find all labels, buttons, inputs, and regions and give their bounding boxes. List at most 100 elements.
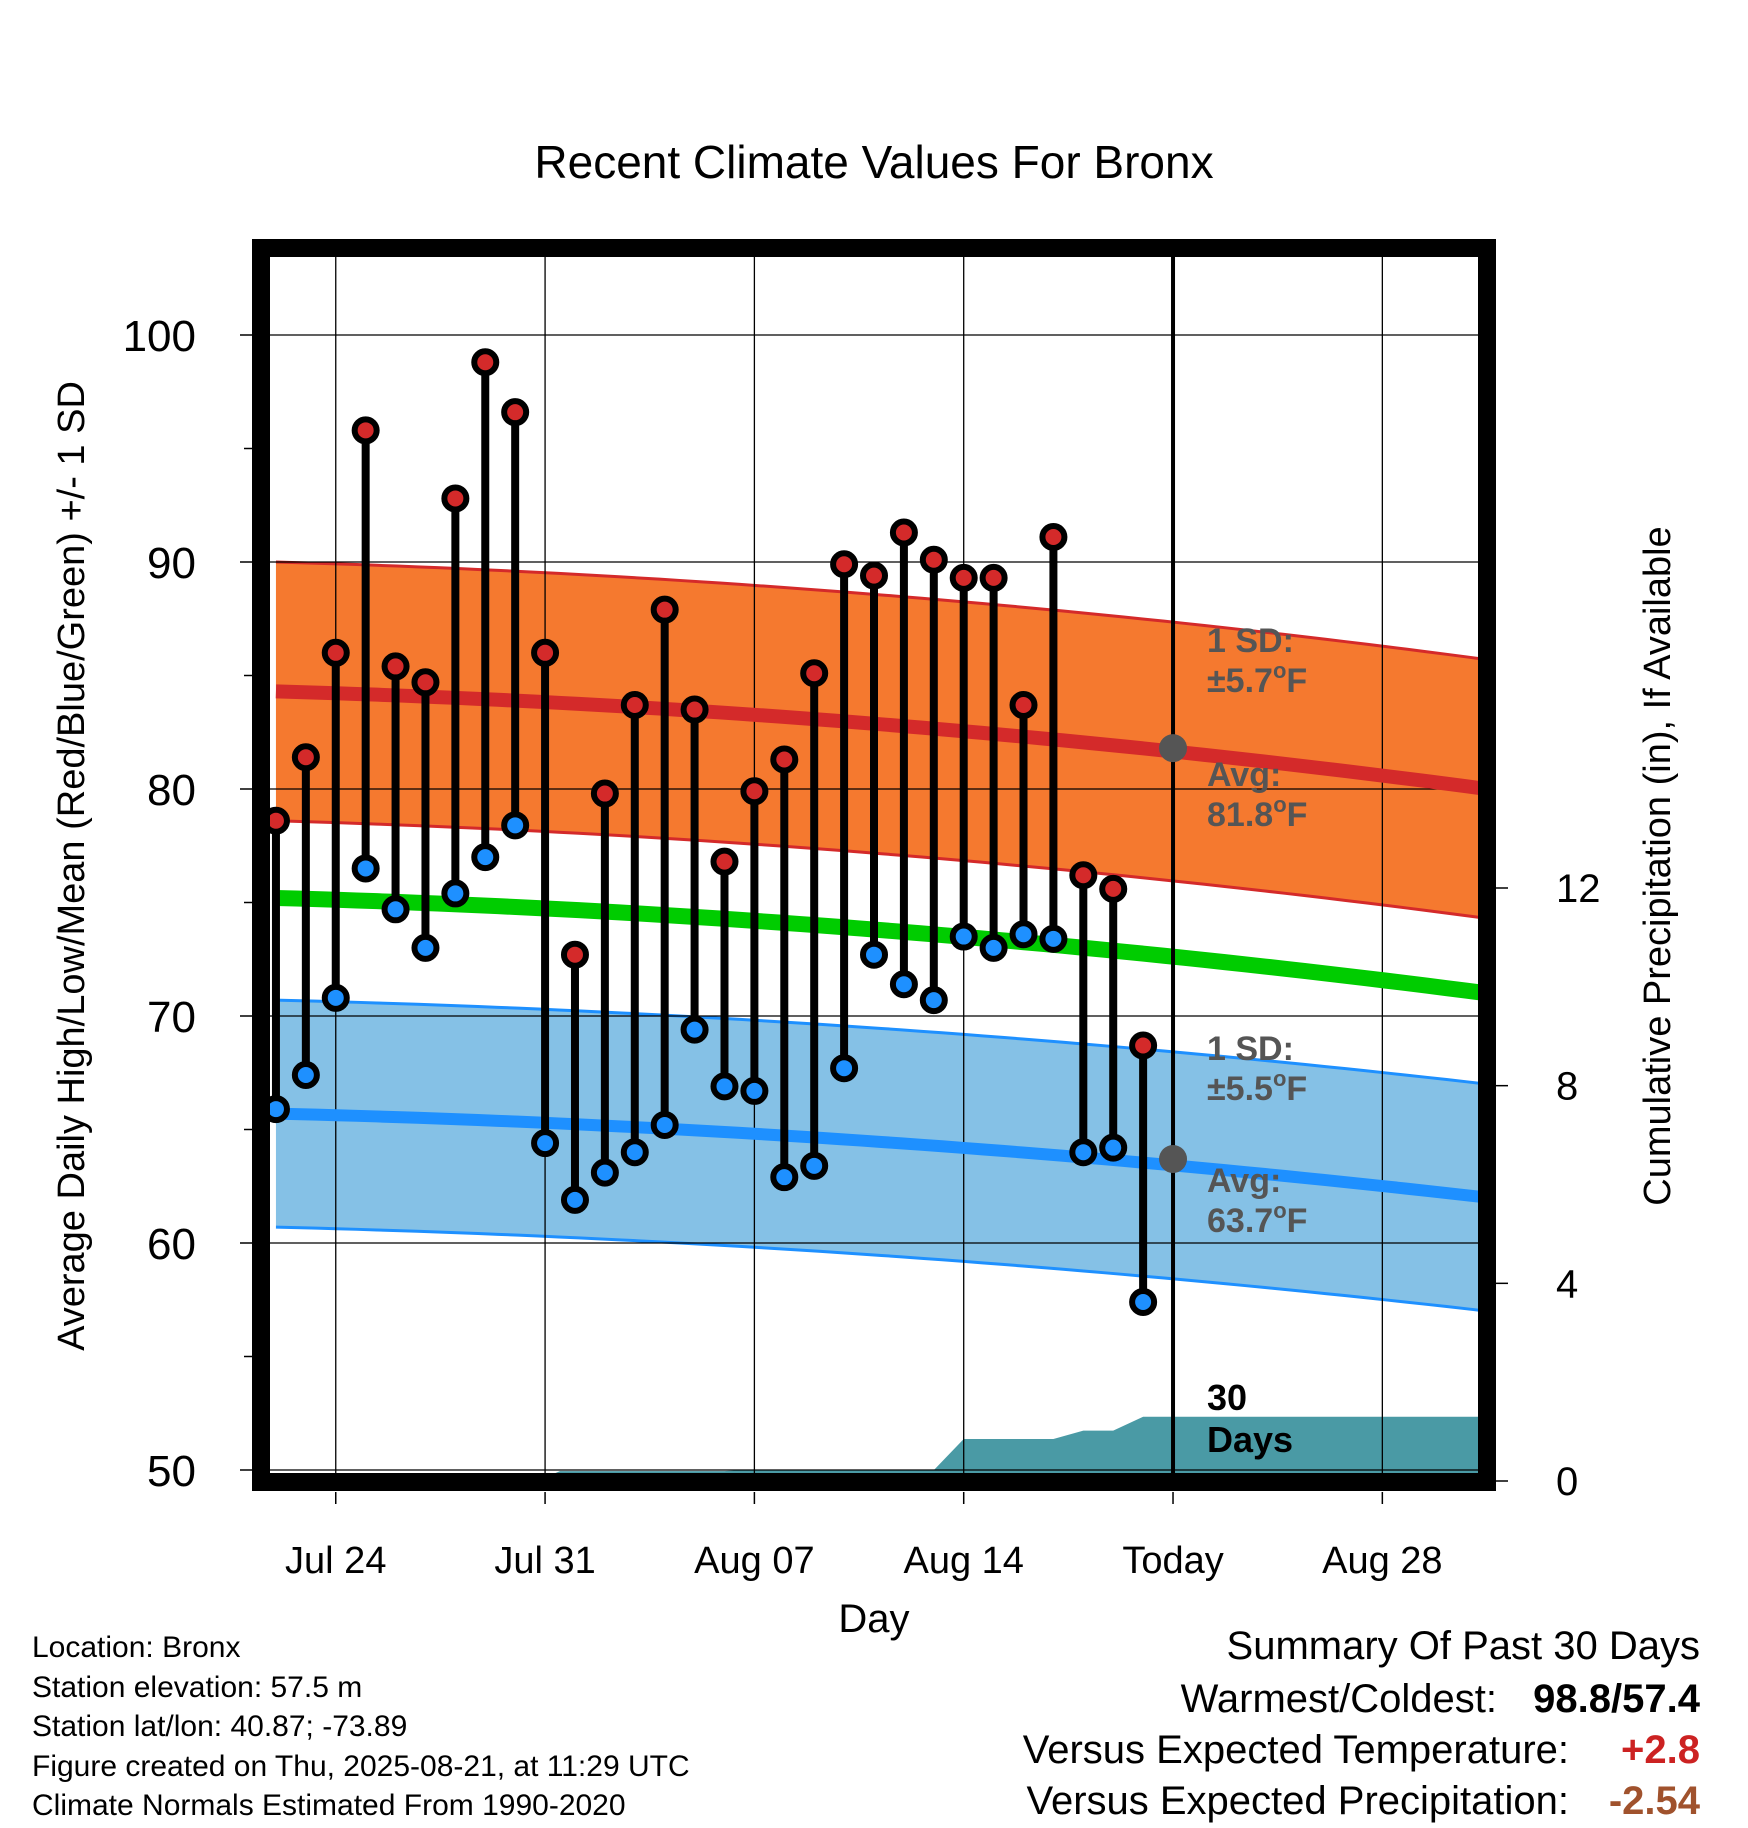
daily-low-point <box>560 1185 589 1214</box>
low-avg-marker <box>1159 1145 1188 1174</box>
daily-low-point <box>800 1151 829 1180</box>
daily-high-point <box>351 416 380 445</box>
info-latlon: Station lat/lon: 40.87; -73.89 <box>32 1710 407 1743</box>
daily-high-point <box>291 743 320 772</box>
daily-high-point <box>860 561 888 590</box>
low-avg-label: Avg: <box>1207 1162 1281 1200</box>
daily-high-point <box>650 595 679 624</box>
info-location: Location: Bronx <box>32 1631 240 1664</box>
y2-tick-label: 0 <box>1556 1460 1578 1504</box>
summary-temp-label: Versus Expected Temperature: <box>1023 1728 1569 1772</box>
x-tick-label: Today <box>1122 1540 1223 1582</box>
daily-low-point <box>531 1129 560 1158</box>
plot-frame <box>252 239 1496 1491</box>
daily-high-point <box>501 398 530 427</box>
high-band-lower-edge <box>275 819 1487 920</box>
high-sd-annotation: 1 SD: ±5.7oF <box>1207 622 1307 700</box>
daily-high-point <box>381 652 410 681</box>
info-created: Figure created on Thu, 2025-08-21, at 11… <box>32 1750 690 1783</box>
high-avg-value: 81.8oF <box>1207 792 1307 834</box>
y-tick-label: 60 <box>147 1220 196 1269</box>
daily-low-point <box>441 879 470 908</box>
daily-high-point <box>560 940 589 969</box>
daily-low-point <box>501 811 530 840</box>
summary-block: Summary Of Past 30 Days Warmest/Coldest:… <box>1023 1624 1701 1823</box>
daily-high-point <box>620 691 649 720</box>
high-avg-marker <box>1159 734 1188 763</box>
period-label-days: Days <box>1207 1419 1293 1460</box>
x-tick-label: Jul 31 <box>494 1540 595 1582</box>
y2-tick-label: 4 <box>1556 1262 1578 1306</box>
daily-low-point <box>411 933 440 962</box>
daily-high-point <box>979 563 1008 592</box>
daily-low-point <box>949 922 978 951</box>
period-label-number: 30 <box>1207 1377 1247 1418</box>
daily-high-point <box>1009 691 1038 720</box>
x-axis-label: Day <box>838 1597 909 1641</box>
low-sd-annotation: 1 SD: ±5.5oF <box>1207 1030 1307 1108</box>
daily-low-point <box>291 1061 320 1090</box>
high-sd-label: 1 SD: <box>1207 622 1294 660</box>
x-tick-label: Jul 24 <box>285 1540 386 1582</box>
daily-low-point <box>979 933 1008 962</box>
daily-low-point <box>1099 1133 1128 1162</box>
daily-high-point <box>1039 523 1068 552</box>
y-tick-label: 90 <box>147 539 196 588</box>
daily-high-point <box>830 550 859 579</box>
daily-low-point <box>1039 924 1068 953</box>
low-sd-label: 1 SD: <box>1207 1030 1294 1068</box>
daily-high-point <box>800 659 829 688</box>
info-elevation: Station elevation: 57.5 m <box>32 1671 362 1704</box>
y-tick-label: 100 <box>123 312 196 361</box>
y2-axis-label: Cumulative Precipitation (in), If Availa… <box>1637 526 1679 1205</box>
daily-high-point <box>1099 874 1128 903</box>
daily-low-point <box>590 1158 619 1187</box>
daily-high-point <box>680 695 709 724</box>
summary-heading: Summary Of Past 30 Days <box>1227 1624 1700 1668</box>
summary-warmest-coldest-label: Warmest/Coldest: <box>1181 1677 1497 1721</box>
daily-high-point <box>1069 861 1098 890</box>
axes: 50 60 70 80 90 100 0 4 8 12 Jul 24 Jul 31 Aug 07 Aug … <box>123 312 1601 1582</box>
daily-low-point <box>650 1110 679 1139</box>
daily-low-point <box>830 1054 859 1083</box>
high-sd-band <box>275 562 1487 919</box>
summary-temp-value: +2.8 <box>1621 1728 1700 1772</box>
daily-low-point <box>381 895 410 924</box>
y-tick-label: 50 <box>147 1447 196 1496</box>
summary-precip-label: Versus Expected Precipitation: <box>1026 1779 1569 1823</box>
y-axis-label: Average Daily High/Low/Mean (Red/Blue/Gr… <box>51 381 93 1351</box>
low-avg-value: 63.7oF <box>1207 1198 1307 1240</box>
daily-high-point <box>590 779 619 808</box>
y2-tick-label: 12 <box>1556 867 1601 911</box>
daily-high-point <box>411 668 440 697</box>
daily-high-point <box>710 847 739 876</box>
x-tick-label: Aug 07 <box>694 1540 814 1582</box>
daily-high-point <box>919 545 948 574</box>
summary-warmest-coldest-value: 98.8/57.4 <box>1533 1677 1701 1721</box>
daily-high-point <box>740 777 769 806</box>
y2-tick-label: 8 <box>1556 1065 1578 1109</box>
x-tick-label: Aug 14 <box>903 1540 1023 1582</box>
daily-high-point <box>1129 1031 1158 1060</box>
low-sd-value: ±5.5oF <box>1207 1066 1307 1108</box>
daily-high-point <box>949 563 978 592</box>
low-avg-annotation: Avg: 63.7oF <box>1207 1162 1307 1240</box>
daily-low-point <box>710 1072 739 1101</box>
y-tick-label: 70 <box>147 993 196 1042</box>
info-normals: Climate Normals Estimated From 1990-2020 <box>32 1789 626 1822</box>
x-tick-label: Aug 28 <box>1322 1540 1442 1582</box>
daily-low-point <box>620 1138 649 1167</box>
y-tick-label: 80 <box>147 766 196 815</box>
chart-title: Recent Climate Values For Bronx <box>534 136 1213 188</box>
daily-low-point <box>471 843 500 872</box>
high-sd-value: ±5.7oF <box>1207 658 1307 700</box>
high-avg-annotation: Avg: 81.8oF <box>1207 756 1307 834</box>
high-normal-line <box>275 684 1487 796</box>
station-info: Location: Bronx Station elevation: 57.5 … <box>32 1631 690 1822</box>
daily-high-point <box>441 484 470 513</box>
summary-precip-value: -2.54 <box>1609 1779 1701 1823</box>
daily-low-point <box>919 986 948 1015</box>
daily-high-point <box>770 745 799 774</box>
plot-area <box>261 248 1487 1482</box>
low-normal-line <box>275 1107 1487 1204</box>
